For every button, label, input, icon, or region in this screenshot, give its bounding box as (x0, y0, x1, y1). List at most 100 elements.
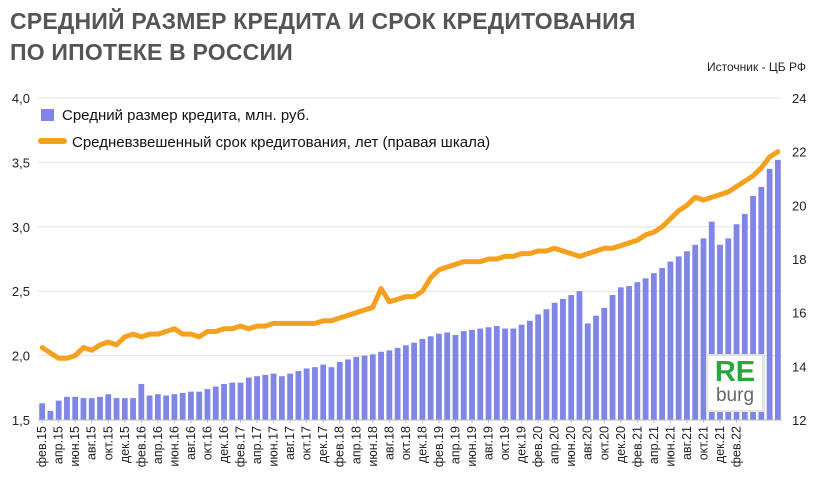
legend-label-line: Средневзвешенный срок кредитования, лет … (72, 134, 490, 151)
loan-size-bar (47, 410, 54, 420)
bar-series (39, 159, 781, 420)
right-tick-label: 18 (792, 252, 806, 267)
x-tick-label: фев.22 (730, 426, 744, 467)
left-tick-label: 2,5 (12, 284, 30, 299)
loan-size-bar (386, 350, 393, 420)
x-tick-label: июн.18 (366, 426, 380, 467)
x-tick-label: июн.20 (564, 426, 578, 467)
x-tick-label: авг.19 (482, 426, 496, 460)
gridlines (38, 97, 782, 357)
x-tick-label: авг.18 (382, 426, 396, 460)
loan-size-bar (708, 221, 715, 420)
loan-size-bar (171, 394, 178, 420)
loan-size-bar (568, 295, 575, 420)
logo-re-text: RE (714, 356, 756, 388)
loan-size-bar (535, 314, 542, 420)
loan-size-bar (130, 398, 136, 420)
x-tick-label: окт.17 (300, 426, 314, 460)
loan-size-bar (551, 302, 558, 420)
loan-size-bar (444, 332, 451, 420)
loan-size-bar (543, 309, 550, 420)
loan-size-bar (469, 329, 475, 420)
loan-size-bar (617, 287, 624, 420)
loan-size-bar (502, 328, 508, 420)
loan-size-bar (750, 195, 756, 420)
loan-size-bar (88, 398, 95, 420)
loan-size-bar (477, 328, 484, 420)
left-tick-label: 3,0 (12, 220, 30, 235)
loan-size-bar (221, 383, 227, 420)
right-tick-label: 16 (792, 306, 806, 321)
loan-size-bar (560, 298, 566, 420)
x-tick-label: июн.19 (465, 426, 479, 467)
left-axis-ticks: 1,5 2,0 2,5 3,0 3,5 4,0 (12, 91, 30, 428)
loan-size-bar (212, 386, 219, 420)
x-tick-label: апр.18 (349, 426, 363, 464)
loan-size-bar (436, 333, 442, 420)
loan-size-bar (518, 324, 525, 420)
x-tick-label: окт.21 (696, 426, 710, 460)
loan-size-bar (758, 186, 765, 420)
loan-size-bar (361, 355, 368, 420)
loan-size-bar (245, 377, 252, 420)
loan-size-bar (328, 367, 335, 420)
loan-size-bar (295, 371, 302, 420)
loan-size-bar (229, 382, 236, 420)
x-tick-label: дек.18 (415, 426, 429, 463)
loan-size-bar (353, 356, 360, 420)
reburg-logo: RE burg (706, 354, 764, 412)
loan-size-bar (601, 307, 608, 420)
x-axis-ticks: фев.15 апр.15 июн.15 авг.15 окт.15 дек.15 фев.… (35, 420, 744, 467)
loan-size-bar (460, 331, 467, 420)
x-tick-label: окт.15 (101, 426, 115, 460)
x-tick-label: дек.16 (217, 426, 231, 463)
loan-size-bar (593, 315, 599, 420)
loan-size-bar (626, 286, 632, 420)
loan-size-bar (154, 394, 161, 420)
x-tick-label: апр.15 (52, 426, 66, 464)
x-tick-label: авг.21 (680, 426, 694, 460)
loan-size-bar (179, 392, 186, 420)
loan-size-bar (584, 323, 591, 420)
x-tick-label: июн.16 (167, 426, 181, 467)
loan-size-bar (369, 354, 376, 420)
x-tick-label: апр.16 (151, 426, 165, 464)
loan-size-bar (287, 373, 294, 420)
x-tick-label: фев.19 (432, 426, 446, 467)
loan-size-bar (402, 345, 409, 420)
loan-size-bar (725, 238, 732, 420)
source-note: Источник - ЦБ РФ (707, 60, 806, 74)
x-tick-label: дек.21 (713, 426, 727, 463)
loan-size-bar (39, 403, 46, 420)
x-tick-label: авг.16 (184, 426, 198, 460)
loan-size-bar (766, 168, 773, 420)
loan-size-bar (659, 268, 666, 420)
loan-size-bar (510, 328, 517, 420)
left-tick-label: 3,5 (12, 155, 30, 170)
loan-size-bar (254, 376, 260, 420)
loan-size-bar (485, 327, 492, 420)
x-tick-label: окт.19 (498, 426, 512, 460)
loan-size-bar (270, 373, 277, 420)
right-tick-label: 22 (792, 145, 806, 160)
loan-size-bar (378, 351, 384, 420)
loan-size-bar (452, 334, 459, 420)
loan-size-bar (204, 389, 211, 420)
loan-size-bar (419, 338, 426, 420)
loan-size-bar (262, 374, 269, 420)
x-tick-label: дек.17 (316, 426, 330, 463)
x-tick-label: дек.19 (515, 426, 529, 463)
loan-size-bar (576, 291, 583, 420)
loan-size-bar (138, 383, 145, 420)
loan-size-bar (72, 396, 79, 420)
x-tick-label: окт.20 (597, 426, 611, 460)
x-tick-label: апр.20 (548, 426, 562, 464)
loan-size-bar (97, 396, 103, 420)
loan-size-bar (774, 159, 781, 420)
right-tick-label: 20 (792, 198, 806, 213)
loan-size-bar (113, 398, 120, 420)
x-tick-label: фев.18 (333, 426, 347, 467)
term-line-series (39, 149, 781, 361)
loan-size-bar (188, 391, 194, 420)
loan-size-bar (609, 295, 616, 420)
